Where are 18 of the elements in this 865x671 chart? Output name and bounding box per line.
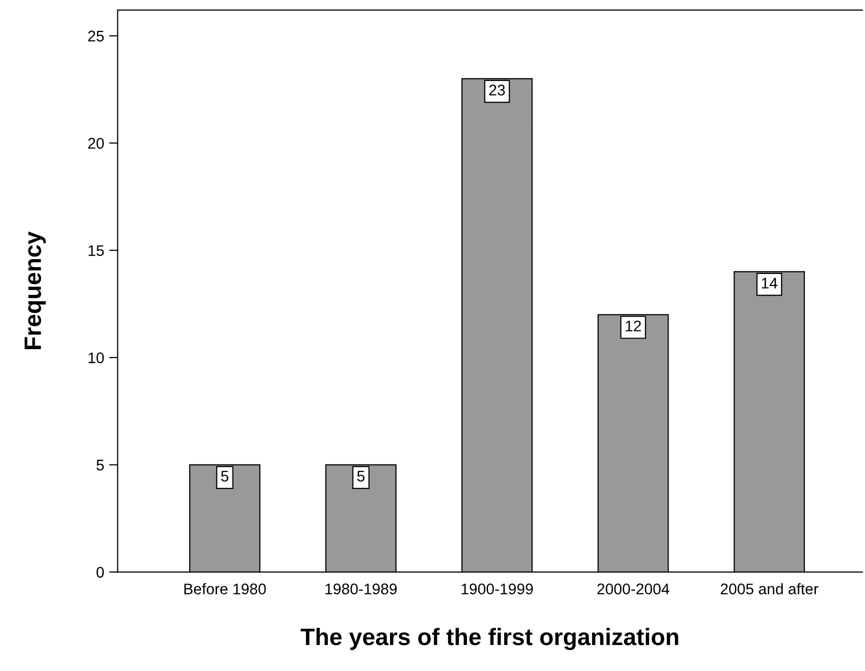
data-label: 5 bbox=[221, 470, 228, 482]
x-tick-label: 1900-1999 bbox=[462, 584, 533, 594]
data-label: 5 bbox=[357, 470, 365, 482]
x-tick-label: 2000-2004 bbox=[597, 584, 670, 594]
y-tick-label: 25 bbox=[88, 30, 104, 42]
y-tick-label: 5 bbox=[96, 460, 104, 470]
x-axis-title: The years of the first organization bbox=[300, 628, 678, 650]
y-tick-label: 10 bbox=[88, 352, 104, 364]
y-axis-title: Frequency bbox=[24, 231, 46, 350]
y-tick-label: 20 bbox=[88, 138, 104, 149]
data-label: 23 bbox=[489, 84, 505, 96]
x-tick-label: 2005 and after bbox=[720, 583, 818, 594]
data-label: 12 bbox=[626, 320, 641, 332]
x-tick-label: 1980-1989 bbox=[326, 584, 397, 594]
x-tick-label: Before 1980 bbox=[184, 583, 266, 594]
data-label: 14 bbox=[762, 278, 778, 288]
y-tick-label: 15 bbox=[88, 245, 104, 256]
y-tick-label: 0 bbox=[96, 566, 104, 578]
